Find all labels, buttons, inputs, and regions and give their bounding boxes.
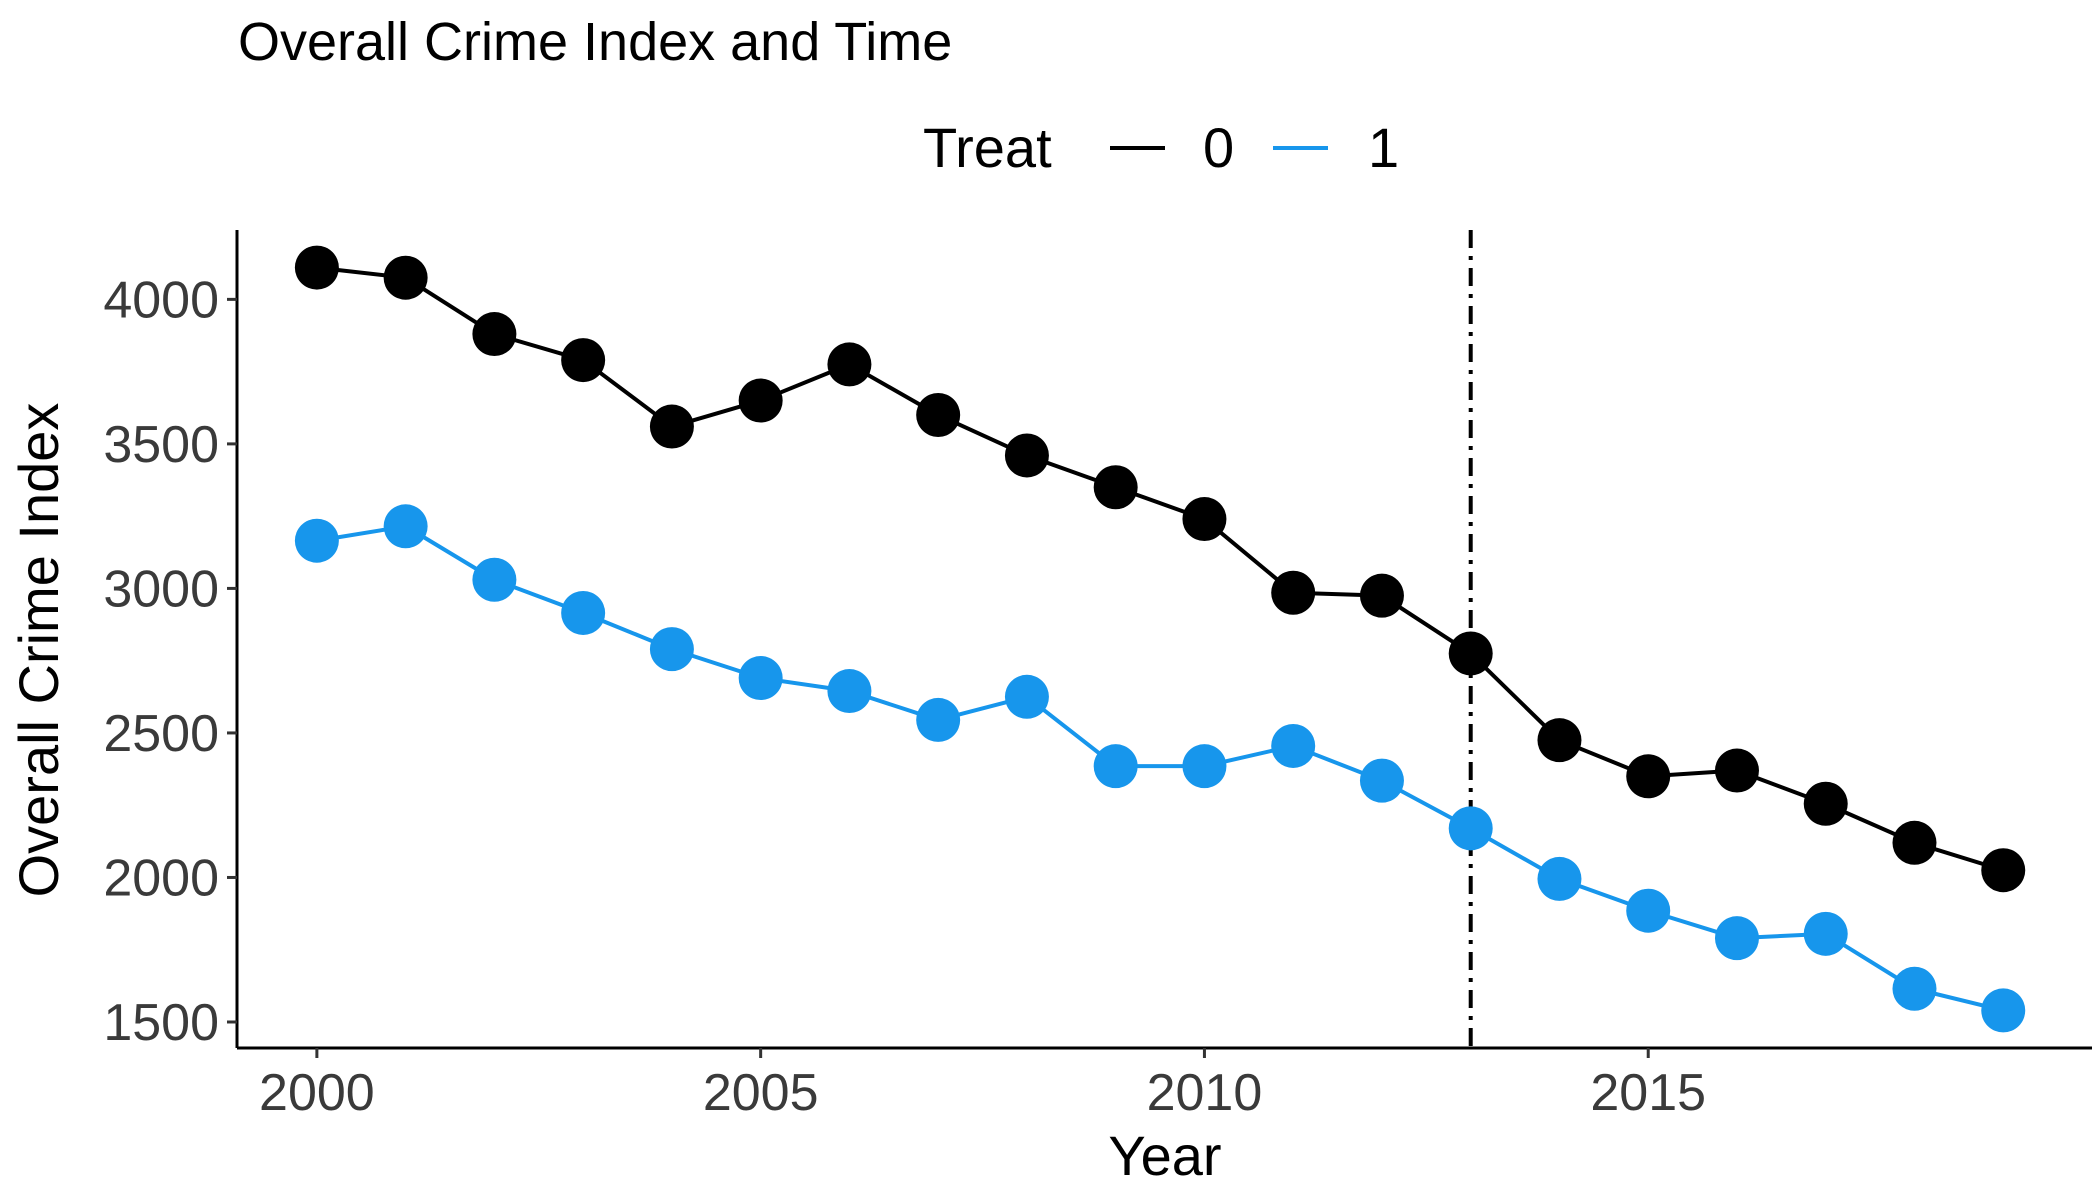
- plot-area: 1500 2000 2500 3000 3500 4000 2000 2005 2010 2015: [103, 230, 2092, 1122]
- point-series-1-2017: [1803, 911, 1848, 956]
- y-tick-label-4000: 4000: [103, 271, 219, 329]
- x-tick-label-2000: 2000: [259, 1064, 375, 1122]
- point-series-1-2015: [1626, 888, 1671, 933]
- y-tick-label-3500: 3500: [103, 416, 219, 474]
- point-series-0-2003: [561, 338, 606, 383]
- point-series-0-2005: [738, 378, 783, 423]
- point-series-0-2013: [1448, 631, 1493, 676]
- point-series-0-2012: [1359, 573, 1404, 618]
- point-series-1-2006: [827, 669, 872, 714]
- legend-label-1: 1: [1368, 116, 1399, 179]
- point-series-1-2014: [1537, 856, 1582, 901]
- point-series-1-2001: [383, 504, 428, 549]
- point-series-0-2019: [1981, 848, 2026, 893]
- point-series-0-2000: [294, 245, 339, 290]
- legend-label-0: 0: [1203, 116, 1234, 179]
- point-series-0-2017: [1803, 781, 1848, 826]
- point-series-1-2018: [1892, 966, 1937, 1011]
- point-series-1-2005: [738, 656, 783, 701]
- point-series-1-2012: [1359, 758, 1404, 803]
- axis-titles: Year Overall Crime Index: [7, 403, 1222, 1187]
- point-series-0-2011: [1271, 570, 1316, 615]
- point-series-1-2007: [916, 697, 961, 742]
- point-series-1-2019: [1981, 988, 2026, 1033]
- point-series-1-2009: [1093, 744, 1138, 789]
- point-series-0-2018: [1892, 820, 1937, 865]
- y-tick-label-3000: 3000: [103, 560, 219, 618]
- point-series-0-2007: [916, 392, 961, 437]
- point-series-1-2008: [1004, 674, 1049, 719]
- point-series-1-2002: [472, 557, 517, 602]
- x-tick-label-2015: 2015: [1590, 1064, 1706, 1122]
- legend-title: Treat: [923, 116, 1052, 179]
- point-series-1-2013: [1448, 806, 1493, 851]
- x-tick-label-2005: 2005: [703, 1064, 819, 1122]
- point-series-1-2000: [294, 518, 339, 563]
- point-series-1-2003: [561, 590, 606, 635]
- y-tick-label-2000: 2000: [103, 849, 219, 907]
- y-axis-title: Overall Crime Index: [7, 403, 70, 898]
- y-tick-label-2500: 2500: [103, 705, 219, 763]
- point-series-1-2016: [1714, 916, 1759, 961]
- point-series-0-2014: [1537, 718, 1582, 763]
- point-series-0-2002: [472, 312, 517, 357]
- point-series-0-2008: [1004, 433, 1049, 478]
- chart-title: Overall Crime Index and Time: [238, 12, 952, 72]
- point-series-1-2011: [1271, 723, 1316, 768]
- point-series-0-2010: [1182, 497, 1227, 542]
- point-series-1-2004: [649, 627, 694, 672]
- x-axis-title: Year: [1108, 1124, 1221, 1187]
- point-series-0-2015: [1626, 754, 1671, 799]
- point-series-0-2009: [1093, 465, 1138, 510]
- point-series-0-2001: [383, 255, 428, 300]
- point-series-0-2016: [1714, 748, 1759, 793]
- legend: Treat 0 1: [923, 116, 1399, 179]
- x-tick-label-2010: 2010: [1147, 1064, 1263, 1122]
- point-series-0-2006: [827, 342, 872, 387]
- y-tick-label-1500: 1500: [103, 994, 219, 1052]
- point-series-0-2004: [649, 404, 694, 449]
- point-series-1-2010: [1182, 744, 1227, 789]
